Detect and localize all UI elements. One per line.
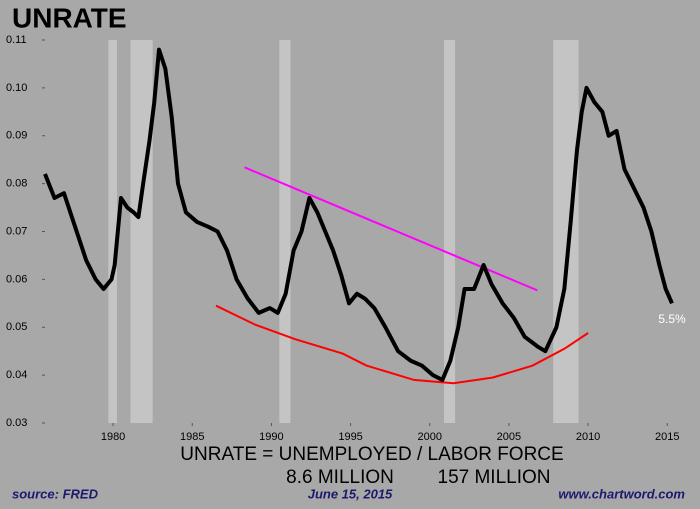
recession-band	[553, 40, 579, 423]
y-tick-label: 0.04	[6, 369, 27, 381]
numerator: 8.6 MILLION	[286, 467, 394, 488]
source: source: FRED	[12, 486, 99, 501]
x-tick-label: 1995	[338, 431, 362, 443]
y-tick-label: 0.07	[6, 225, 27, 237]
recession-band	[108, 40, 118, 423]
chart-title: UNRATE	[12, 2, 127, 33]
recession-band	[130, 40, 153, 423]
trend-line	[215, 304, 589, 385]
unrate-line	[43, 47, 674, 382]
y-tick-label: 0.03	[6, 417, 27, 429]
recession-band	[444, 40, 456, 423]
end-label: 5.5%	[658, 312, 686, 326]
website: www.chartword.com	[558, 486, 685, 501]
recession-band	[279, 40, 291, 423]
x-tick-label: 1985	[180, 431, 204, 443]
x-tick-label: 1980	[101, 431, 125, 443]
trend-line	[244, 166, 538, 292]
y-tick-label: 0.10	[6, 82, 27, 94]
x-tick-label: 2010	[576, 431, 600, 443]
x-tick-label: 2000	[418, 431, 442, 443]
y-tick-label: 0.11	[6, 34, 27, 46]
x-tick-label: 2015	[655, 431, 679, 443]
y-tick-label: 0.05	[6, 321, 27, 333]
date: June 15, 2015	[308, 486, 393, 501]
x-tick-label: 2005	[497, 431, 521, 443]
x-tick-label: 1990	[259, 431, 283, 443]
formula: UNRATE = UNEMPLOYED / LABOR FORCE	[180, 444, 563, 465]
y-tick-label: 0.08	[6, 178, 27, 190]
denominator: 157 MILLION	[438, 467, 551, 488]
y-tick-label: 0.09	[6, 130, 27, 142]
y-tick-label: 0.06	[6, 273, 27, 285]
